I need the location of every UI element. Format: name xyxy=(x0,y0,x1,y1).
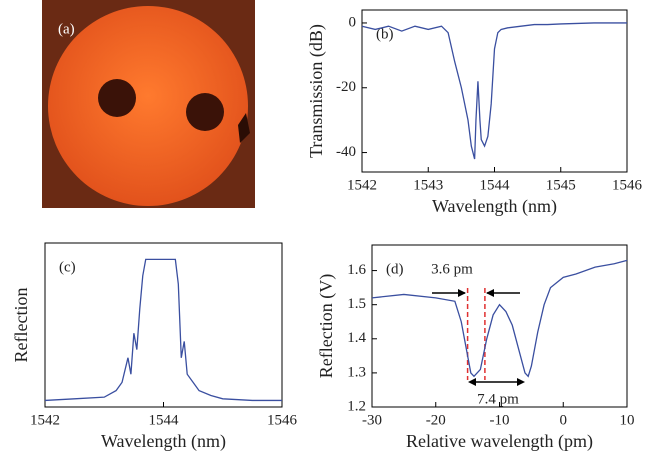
y-tick-label: 1.5 xyxy=(347,296,366,312)
y-tick-label: 0 xyxy=(349,14,357,30)
x-axis-label: Wavelength (nm) xyxy=(432,196,557,217)
x-tick-label: 1546 xyxy=(267,412,298,428)
annotation: 3.6 pm xyxy=(431,261,473,277)
annotation-marks xyxy=(432,288,525,386)
fiber-photo xyxy=(42,0,255,208)
y-tick-label: -40 xyxy=(336,144,356,160)
y-tick-label: 1.4 xyxy=(347,330,366,346)
x-tick-label: -10 xyxy=(490,412,510,428)
y-tick-label: 1.2 xyxy=(347,398,366,414)
y-tick-label: 1.6 xyxy=(347,262,366,278)
x-tick-label: 10 xyxy=(620,412,635,428)
data-line xyxy=(371,259,628,378)
x-tick-label: 1542 xyxy=(30,412,60,428)
x-tick-label: -30 xyxy=(362,412,382,428)
panel-label: (c) xyxy=(59,259,76,275)
y-tick-label: 1.3 xyxy=(347,364,366,380)
x-tick-label: 1546 xyxy=(612,177,643,193)
plot-frame xyxy=(44,242,283,408)
y-tick-label: -20 xyxy=(336,79,356,95)
panel-label: (b) xyxy=(376,26,394,42)
x-tick-label: 0 xyxy=(560,412,568,428)
x-tick-label: 1543 xyxy=(413,177,443,193)
x-tick-label: 1545 xyxy=(546,177,576,193)
plot-frame xyxy=(361,9,628,173)
x-tick-label: 1544 xyxy=(480,177,511,193)
x-tick-label: 1544 xyxy=(149,412,180,428)
y-axis-label: Reflection (V) xyxy=(316,274,337,378)
x-axis-label: Relative wavelength (pm) xyxy=(406,431,593,452)
panel-label: (d) xyxy=(386,261,404,277)
x-tick-label: -20 xyxy=(426,412,446,428)
y-axis-label: Reflection xyxy=(11,288,31,363)
data-line xyxy=(44,258,282,402)
y-axis-label: Transmission (dB) xyxy=(306,24,327,158)
panel-label: (a) xyxy=(58,21,75,37)
data-line xyxy=(361,22,627,160)
x-tick-label: 1542 xyxy=(347,177,377,193)
annotation: 7.4 pm xyxy=(477,391,519,407)
x-axis-label: Wavelength (nm) xyxy=(101,431,226,452)
